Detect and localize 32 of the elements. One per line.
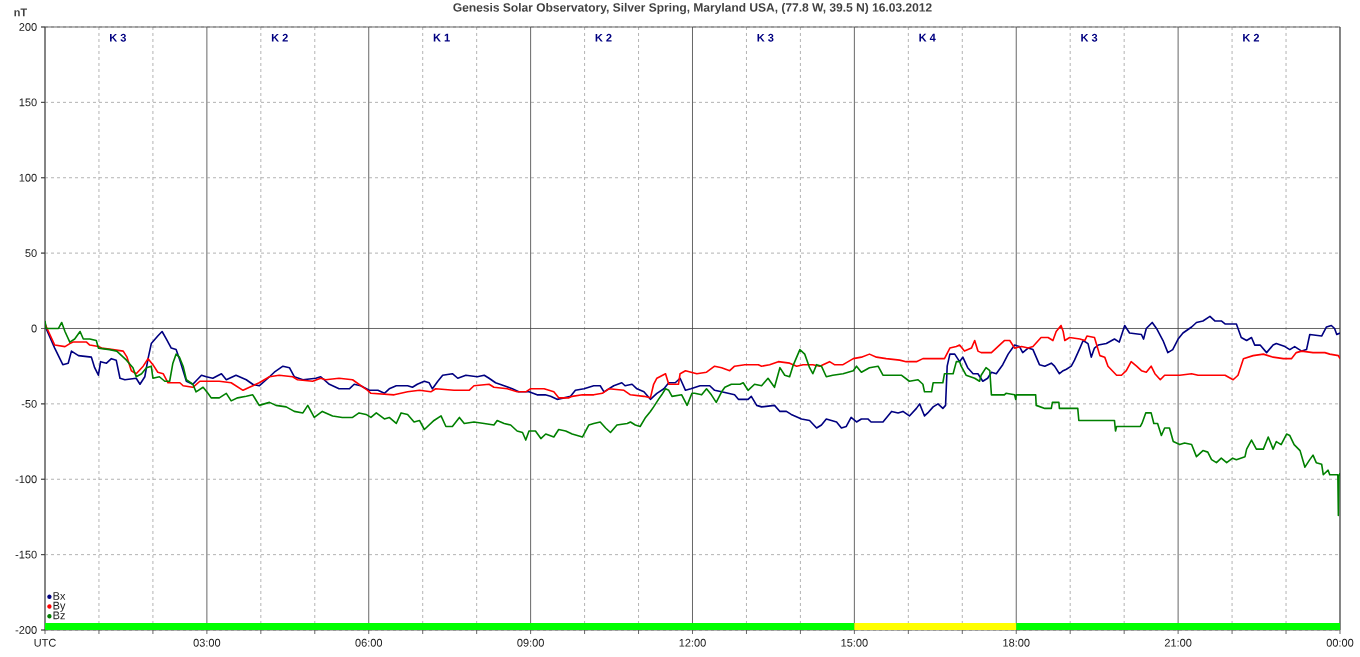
annotation: K 3 <box>1081 33 1098 42</box>
line-series <box>45 315 1340 429</box>
y-tick-label: 200 <box>19 23 37 31</box>
x-tick-label: 00:00 <box>1326 638 1354 647</box>
annotation: K 2 <box>1243 33 1260 42</box>
annotation: K 4 <box>919 33 936 42</box>
y-tick-label: 0 <box>31 324 37 333</box>
x-tick-label: 12:00 <box>679 638 706 647</box>
x-tick-label: 09:00 <box>517 638 544 647</box>
y-tick-label: -200 <box>15 626 37 634</box>
annotation: K 1 <box>433 33 450 42</box>
legend-label: Bz <box>53 611 65 620</box>
x-tick-label: 15:00 <box>841 638 868 647</box>
y-tick-label: -50 <box>21 399 37 408</box>
x-tick-label: UTC <box>34 638 56 647</box>
y-axis-title: nT <box>14 8 28 17</box>
y-tick-label: -100 <box>15 475 37 484</box>
annotation: K 2 <box>595 33 612 42</box>
annotation: K 3 <box>757 33 774 42</box>
y-tick-label: -150 <box>15 550 37 559</box>
legend-label: Bx <box>53 592 66 600</box>
chart-title: Genesis Solar Observatory, Silver Spring, Maryland USA, (77.8 W, 39.5 N) 16.03.2012 <box>453 2 932 15</box>
x-tick-label: 21:00 <box>1164 638 1192 647</box>
x-tick-label: 03:00 <box>193 638 221 647</box>
x-tick-label: 18:00 <box>1003 638 1030 647</box>
y-tick-label: 50 <box>25 249 37 258</box>
legend-label: By <box>53 601 66 612</box>
x-tick-label: 06:00 <box>355 638 383 647</box>
y-tick-label: 150 <box>19 98 37 107</box>
annotation: K 3 <box>110 33 126 42</box>
annotation: K 2 <box>271 33 288 42</box>
y-tick-label: 100 <box>19 173 37 182</box>
